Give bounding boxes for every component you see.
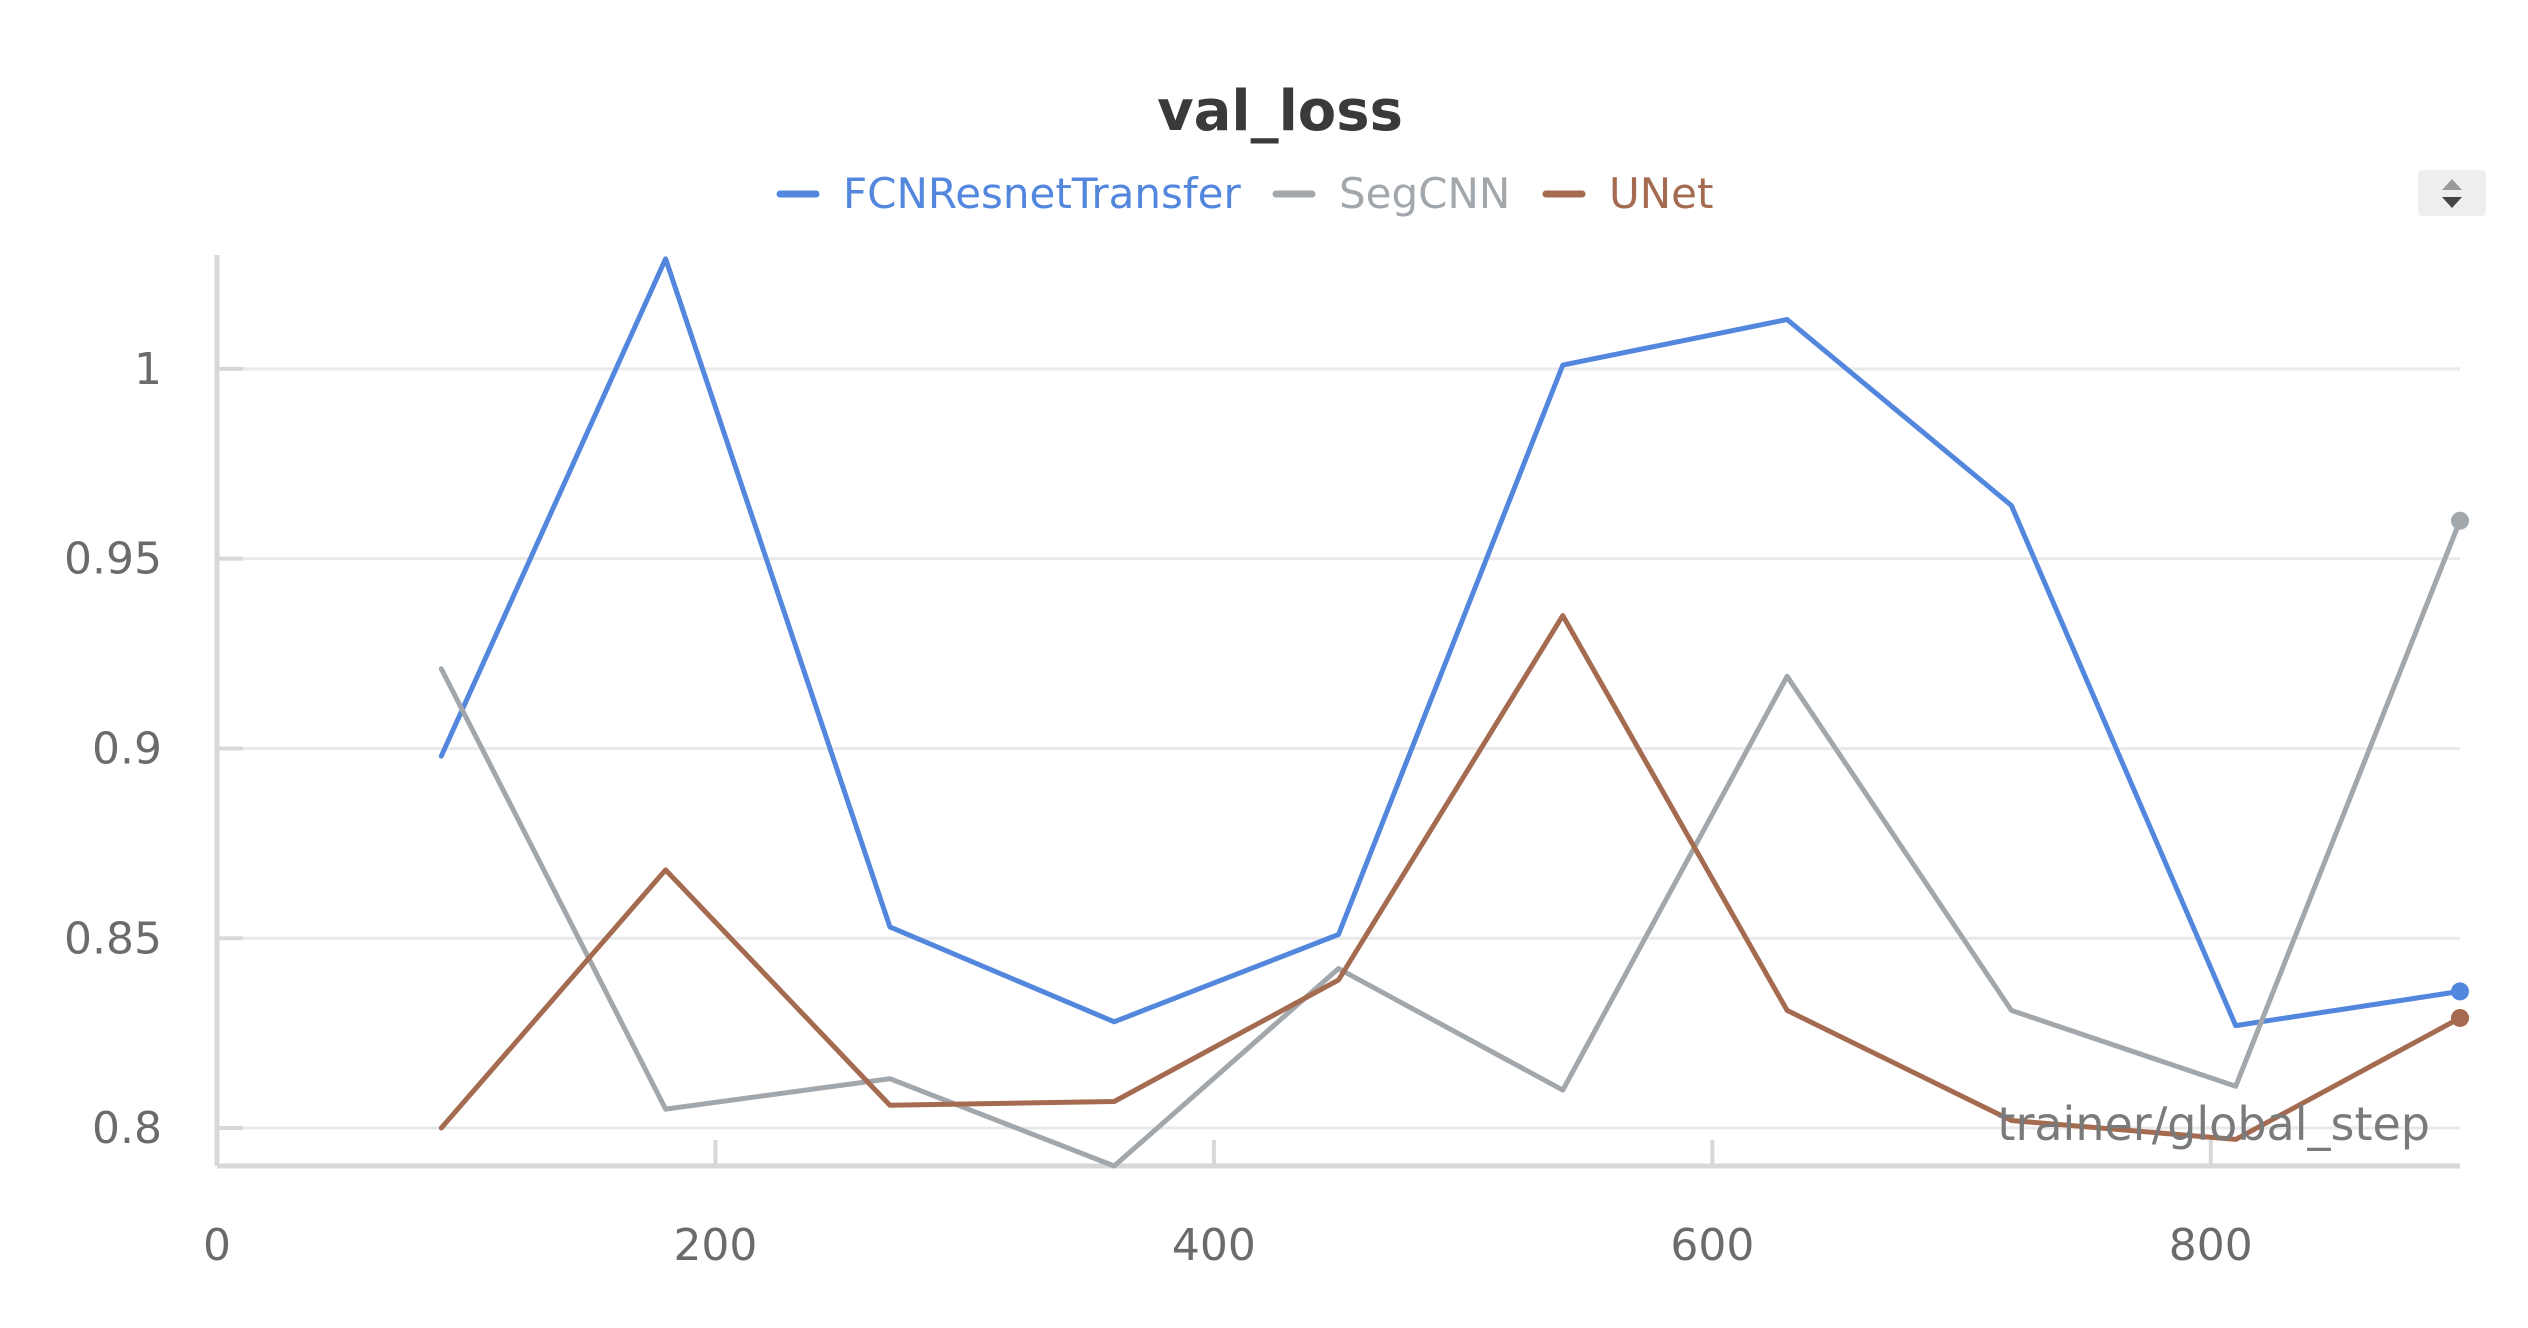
y-tick-label: 0.95	[64, 534, 162, 585]
series-end-point[interactable]	[2451, 1008, 2469, 1027]
legend-item[interactable]: UNet	[1542, 169, 1713, 218]
chart-title: val_loss	[1157, 79, 1403, 144]
axes	[214, 255, 2460, 1169]
x-tick-label: 800	[2169, 1220, 2253, 1271]
legend: FCNResnetTransfer SegCNN UNet	[776, 169, 1713, 218]
legend-item[interactable]: SegCNN	[1272, 169, 1510, 218]
up-down-arrows-icon[interactable]	[2418, 170, 2486, 216]
x-tick-label: 200	[673, 1220, 757, 1271]
legend-label: FCNResnetTransfer	[843, 169, 1241, 218]
series-end-point[interactable]	[2451, 982, 2469, 1001]
y-tick-label: 0.8	[92, 1103, 162, 1154]
grid	[217, 367, 2460, 1130]
tick-labels: 0.8 0.85 0.9 0.95 1 0 200 400 600 800	[64, 344, 2253, 1271]
series-lines	[438, 256, 2469, 1169]
x-axis-label: trainer/global_step	[1997, 1097, 2430, 1151]
x-tick-label: 600	[1670, 1220, 1754, 1271]
y-tick-label: 1	[134, 344, 162, 395]
x-tick-label: 400	[1172, 1220, 1256, 1271]
legend-label: SegCNN	[1339, 169, 1510, 218]
legend-item[interactable]: FCNResnetTransfer	[776, 169, 1241, 218]
series-line-segcnn[interactable]	[438, 518, 2463, 1169]
series-line-unet[interactable]	[438, 613, 2463, 1142]
y-tick-label: 0.85	[64, 913, 162, 964]
legend-label: UNet	[1609, 169, 1713, 218]
y-tick-label: 0.9	[92, 723, 162, 774]
series-end-point[interactable]	[2451, 511, 2469, 530]
series-line-fcnresnettransfer[interactable]	[438, 256, 2463, 1029]
x-tick-label: 0	[203, 1220, 231, 1271]
